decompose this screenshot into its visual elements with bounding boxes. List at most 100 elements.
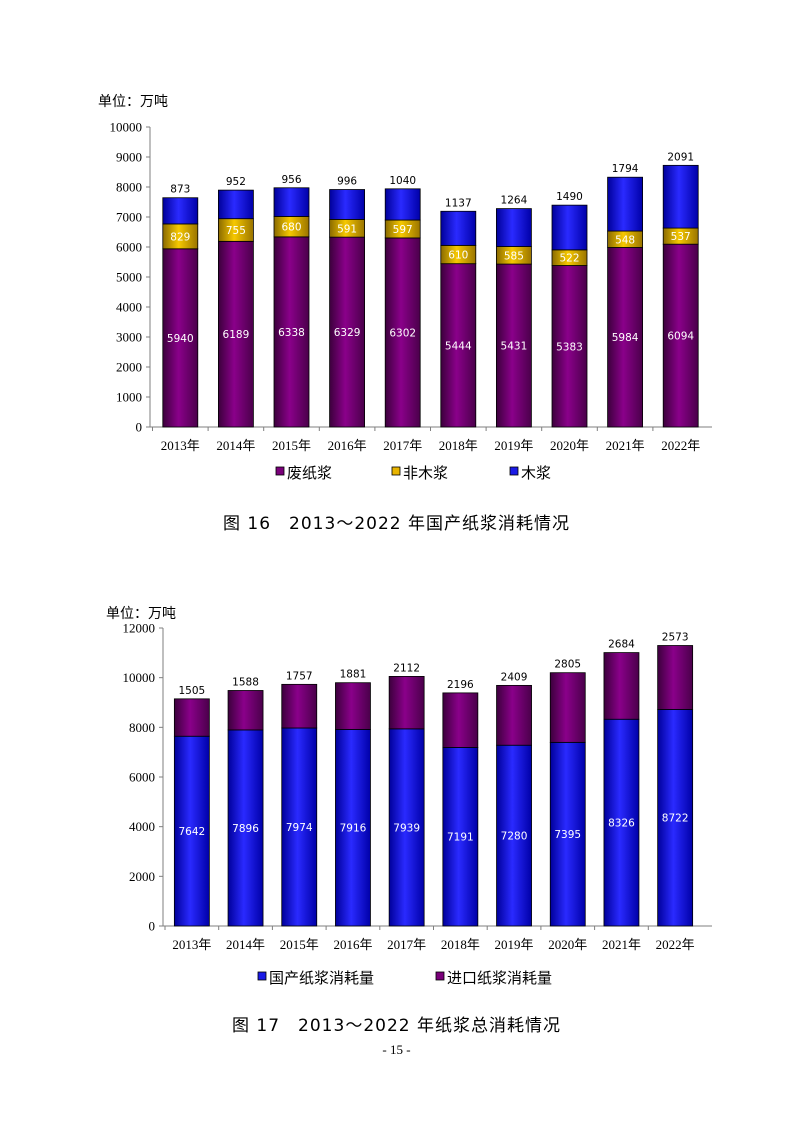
data-label: 8326	[608, 818, 635, 830]
unit-label: 单位：万吨	[106, 606, 176, 622]
x-tick-label: 2018年	[439, 438, 478, 453]
x-tick-label: 2021年	[606, 438, 645, 453]
bar-segment	[281, 727, 318, 927]
y-tick-label: 4000	[129, 819, 155, 834]
data-label: 6338	[278, 327, 305, 339]
data-label: 537	[671, 231, 691, 243]
data-label: 2805	[554, 659, 581, 671]
y-tick-label: 2000	[116, 360, 142, 375]
data-label: 7280	[501, 831, 528, 843]
y-tick-label: 2000	[129, 869, 155, 884]
data-label: 1040	[389, 175, 416, 187]
data-label: 1137	[445, 197, 472, 209]
y-tick-label: 9000	[116, 150, 142, 165]
data-label: 7896	[232, 823, 259, 835]
bar-segment	[273, 187, 310, 217]
legend-swatch	[275, 466, 285, 476]
data-label: 2409	[501, 671, 528, 683]
data-label: 610	[448, 250, 468, 262]
data-label: 5383	[556, 341, 583, 353]
legend-swatch	[435, 971, 445, 981]
data-label: 548	[615, 234, 635, 246]
data-label: 2573	[662, 632, 689, 644]
y-tick-label: 7000	[116, 210, 142, 225]
bar-segment	[607, 176, 643, 232]
data-label: 7642	[178, 826, 205, 838]
unit-label: 单位：万吨	[98, 94, 168, 110]
data-label: 2112	[393, 662, 420, 674]
bar-segment	[495, 208, 532, 247]
data-label: 597	[393, 224, 413, 236]
bar-segment	[173, 698, 210, 737]
data-label: 956	[281, 174, 301, 186]
y-tick-label: 8000	[116, 180, 142, 195]
page-number: - 15 -	[382, 1042, 411, 1057]
data-label: 873	[170, 184, 190, 196]
data-label: 952	[226, 176, 246, 188]
x-tick-label: 2017年	[387, 937, 426, 952]
x-tick-label: 2015年	[272, 438, 311, 453]
data-label: 755	[226, 225, 246, 237]
legend-label: 国产纸浆消耗量	[269, 969, 374, 987]
x-tick-label: 2022年	[661, 438, 700, 453]
data-label: 7191	[447, 832, 474, 844]
y-tick-label: 10000	[123, 670, 156, 685]
y-tick-label: 8000	[129, 720, 155, 735]
bar-segment	[217, 189, 254, 220]
data-label: 829	[170, 231, 190, 243]
x-tick-label: 2018年	[441, 937, 480, 952]
data-label: 5444	[445, 340, 472, 352]
bar-segment	[603, 652, 640, 720]
y-tick-label: 12000	[123, 621, 156, 636]
y-tick-label: 5000	[116, 270, 142, 285]
bar-segment	[657, 645, 694, 710]
legend-label: 废纸浆	[287, 464, 332, 482]
data-label: 6329	[334, 327, 361, 339]
bar-segment	[281, 683, 318, 729]
x-tick-label: 2020年	[548, 937, 587, 952]
bar-segment	[496, 744, 532, 927]
data-label: 5940	[167, 333, 194, 345]
bar-segment	[549, 672, 586, 743]
bar-segment	[442, 747, 479, 927]
bar-segment	[329, 236, 366, 428]
y-tick-label: 4000	[116, 300, 142, 315]
bar-segment	[551, 204, 588, 251]
data-label: 1505	[178, 685, 205, 697]
bar-segment	[662, 243, 699, 428]
data-label: 2684	[608, 639, 635, 651]
y-tick-label: 6000	[129, 770, 155, 785]
data-label: 7916	[340, 823, 367, 835]
bar-segment	[162, 223, 199, 250]
data-label: 7939	[393, 822, 420, 834]
x-tick-label: 2017年	[383, 438, 422, 453]
chart-pulp-domestic: 单位：万吨 0 1000 2000 3000 4000 5000 6000 7000 8000 90…	[98, 94, 712, 482]
bar-segment	[227, 690, 264, 731]
bar-segment	[388, 676, 425, 730]
data-label: 591	[337, 223, 357, 235]
bar-segment	[384, 188, 421, 221]
bar-segment	[607, 247, 643, 428]
x-tick-label: 2013年	[172, 937, 211, 952]
data-label: 585	[504, 250, 524, 262]
figure-caption-16: 图 16 2013～2022 年国产纸浆消耗情况	[223, 514, 570, 534]
x-tick-label: 2014年	[226, 937, 265, 952]
y-tick-label: 6000	[116, 240, 142, 255]
legend-swatch	[391, 466, 401, 476]
data-label: 8722	[662, 813, 689, 825]
data-label: 2091	[667, 151, 694, 163]
legend-label: 进口纸浆消耗量	[447, 969, 552, 987]
data-label: 1490	[556, 191, 583, 203]
bar-segment	[273, 236, 310, 428]
x-tick-label: 2014年	[216, 438, 255, 453]
x-tick-label: 2021年	[602, 937, 641, 952]
bar-segment	[496, 684, 532, 746]
bar-segment	[440, 263, 477, 428]
x-tick-label: 2019年	[494, 438, 533, 453]
x-tick-label: 2020年	[550, 438, 589, 453]
data-label: 680	[281, 222, 301, 234]
x-tick-label: 2022年	[656, 937, 695, 952]
bar-segment	[162, 197, 199, 225]
bar-segment	[384, 237, 421, 428]
